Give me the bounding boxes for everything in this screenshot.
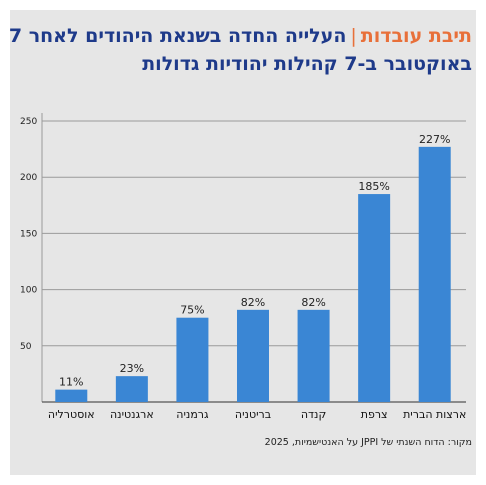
bar-4: [297, 309, 330, 402]
x-category-label-0: אוסטרליה: [48, 408, 95, 421]
bar-2: [176, 317, 209, 402]
x-category-label-4: קנדה: [301, 408, 326, 421]
bar-value-label-3: 82%: [241, 296, 265, 309]
bar-value-label-4: 82%: [301, 296, 325, 309]
title-text-1: העלייה החדה בשנאת היהודים לאחר 7: [8, 25, 347, 47]
title-separator: |: [350, 25, 357, 47]
bar-1: [115, 376, 148, 402]
title-line-1: תיבת עובדות|העלייה החדה בשנאת היהודים לא…: [9, 22, 472, 50]
x-category-label-1: ארגנטינה: [110, 408, 154, 421]
y-tick-label-150: 150: [20, 229, 37, 239]
y-tick-label-250: 250: [20, 117, 37, 127]
title-line-2: באוקטובר ב-7 קהילות יהודיות גדולות: [142, 53, 472, 75]
bar-value-label-0: 11%: [59, 376, 83, 389]
y-tick-label-100: 100: [20, 286, 37, 296]
bar-0: [55, 389, 88, 402]
x-category-label-5: צרפת: [361, 408, 388, 421]
bar-6: [418, 146, 451, 402]
chart-title: תיבת עובדות|העלייה החדה בשנאת היהודים לא…: [9, 22, 472, 78]
bar-value-label-1: 23%: [120, 362, 144, 375]
bar-3: [237, 309, 269, 402]
x-category-label-6: ארצות הברית: [403, 408, 466, 421]
bar-value-label-2: 75%: [180, 304, 204, 317]
bar-value-label-5: 185%: [358, 180, 389, 193]
source-note: מקור: הדוח השנתי של JPPI על האנטישמיות, …: [264, 437, 472, 448]
y-tick-label-200: 200: [20, 173, 37, 183]
bar-5: [358, 194, 391, 402]
brand-label: תיבת עובדות: [360, 25, 472, 47]
x-category-label-2: גרמניה: [176, 408, 209, 421]
y-tick-label-50: 50: [20, 342, 32, 352]
bar-value-label-6: 227%: [419, 133, 450, 146]
x-category-label-3: בריטניה: [235, 408, 271, 421]
